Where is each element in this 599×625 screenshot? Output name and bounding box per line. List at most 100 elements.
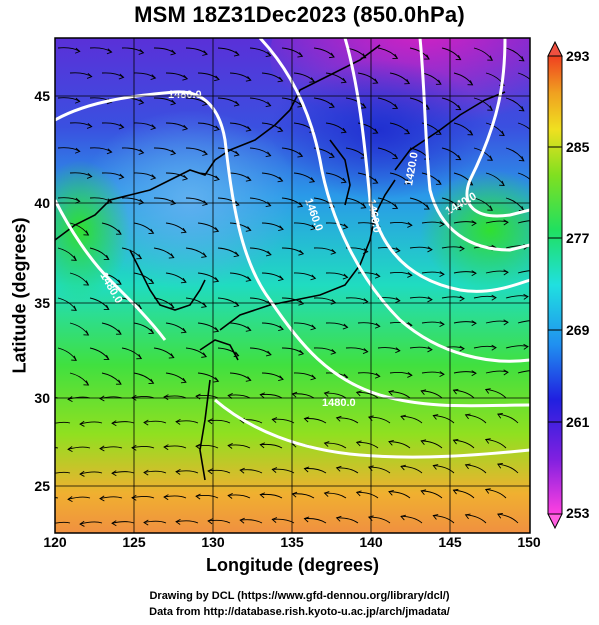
streamline [272,418,295,424]
streamline [433,515,455,524]
streamline [324,442,347,449]
streamline-arrowhead [297,152,304,158]
streamline-arrowhead [67,396,73,403]
streamline-arrowhead [278,225,284,232]
streamline [401,415,423,424]
streamline-arrowhead [207,468,213,475]
streamline-arrowhead [48,472,52,477]
streamline-arrowhead [374,272,381,279]
streamline-arrowhead [245,326,252,332]
streamline-arrowhead [168,253,175,259]
y-tick-label: 25 [34,478,50,494]
streamline-arrowhead [86,123,93,129]
streamline-arrowhead [111,520,117,527]
colorbar-bottom-triangle [547,513,563,530]
streamline-arrowhead [342,323,349,330]
x-tick-label: 130 [201,534,225,550]
streamline-arrowhead [531,81,536,86]
streamline-arrowhead [182,74,189,81]
streamline-arrowhead [452,438,459,445]
streamline-arrowhead [136,254,143,260]
streamline-arrowhead [452,388,459,395]
streamline-arrowhead [518,56,525,62]
colorbar-tick-label: 277 [566,230,590,246]
streamline-arrowhead [115,329,122,335]
streamline-arrowhead [277,126,284,133]
streamline [517,172,530,180]
streamline-arrowhead [360,203,367,209]
streamline [163,445,187,449]
streamline-arrowhead [202,150,208,156]
contour-label: 1480.0 [168,89,202,101]
x-tick-label: 150 [517,534,541,550]
streamline-arrowhead [404,179,411,185]
wind-streamlines [48,47,539,527]
streamline-arrowhead [213,377,220,383]
streamline [175,470,199,474]
streamline-arrowhead [497,413,503,419]
streamline [260,393,283,399]
streamline [55,471,71,474]
streamline-arrowhead [400,414,407,421]
streamline [421,490,443,499]
streamline-arrowhead [518,156,525,162]
streamline-arrowhead [432,414,439,420]
streamline [336,467,359,474]
streamline-arrowhead [395,247,401,254]
streamline [485,438,507,449]
coastlines [55,44,506,481]
streamline-arrowhead [487,205,493,211]
streamline-arrowhead [303,516,310,523]
streamline-arrowhead [180,377,187,384]
streamline-arrowhead [143,519,149,526]
streamline-arrowhead [323,391,330,397]
streamline [517,72,530,80]
streamline-arrowhead [265,51,272,58]
streamline-arrowhead [435,129,442,135]
streamline-arrowhead [239,517,245,524]
streamline [465,414,487,424]
streamline-arrowhead [439,321,445,328]
streamline-arrowhead [180,227,187,234]
streamline-arrowhead [355,490,362,497]
colorbar-tick-label: 261 [566,414,590,430]
streamline-arrowhead [277,76,284,83]
streamline [497,513,519,524]
streamline-arrowhead [99,395,105,402]
streamline-arrowhead [407,271,413,278]
streamline [111,521,135,524]
streamline [433,465,455,474]
streamline-arrowhead [427,346,433,353]
streamline [208,519,231,524]
streamline-arrowhead [497,513,503,519]
streamline-arrowhead [118,73,125,80]
streamline-arrowhead [388,389,394,396]
streamline [336,517,359,524]
streamline-arrowhead [535,369,539,374]
streamline-arrowhead [170,149,177,156]
streamline-arrowhead [67,496,73,503]
streamline-arrowhead [420,489,427,495]
streamline [143,520,167,524]
streamline-arrowhead [404,129,411,135]
streamline-arrowhead [170,99,177,106]
streamline-arrowhead [362,248,369,254]
streamline [421,390,443,399]
streamline-arrowhead [471,320,477,327]
streamline-arrowhead [245,176,252,182]
streamline-arrowhead [388,489,394,496]
streamline-arrowhead [467,80,474,86]
streamline-arrowhead [265,250,272,257]
streamline [356,491,379,499]
streamline-arrowhead [459,295,465,302]
streamline-arrowhead [395,347,401,354]
streamline-arrowhead [392,53,399,60]
streamline-arrowhead [404,79,411,85]
streamline [79,421,103,425]
streamline [356,441,379,449]
streamline [175,520,199,524]
streamline-arrowhead [303,466,310,473]
streamline-arrowhead [74,147,81,154]
streamline-arrowhead [355,440,362,447]
